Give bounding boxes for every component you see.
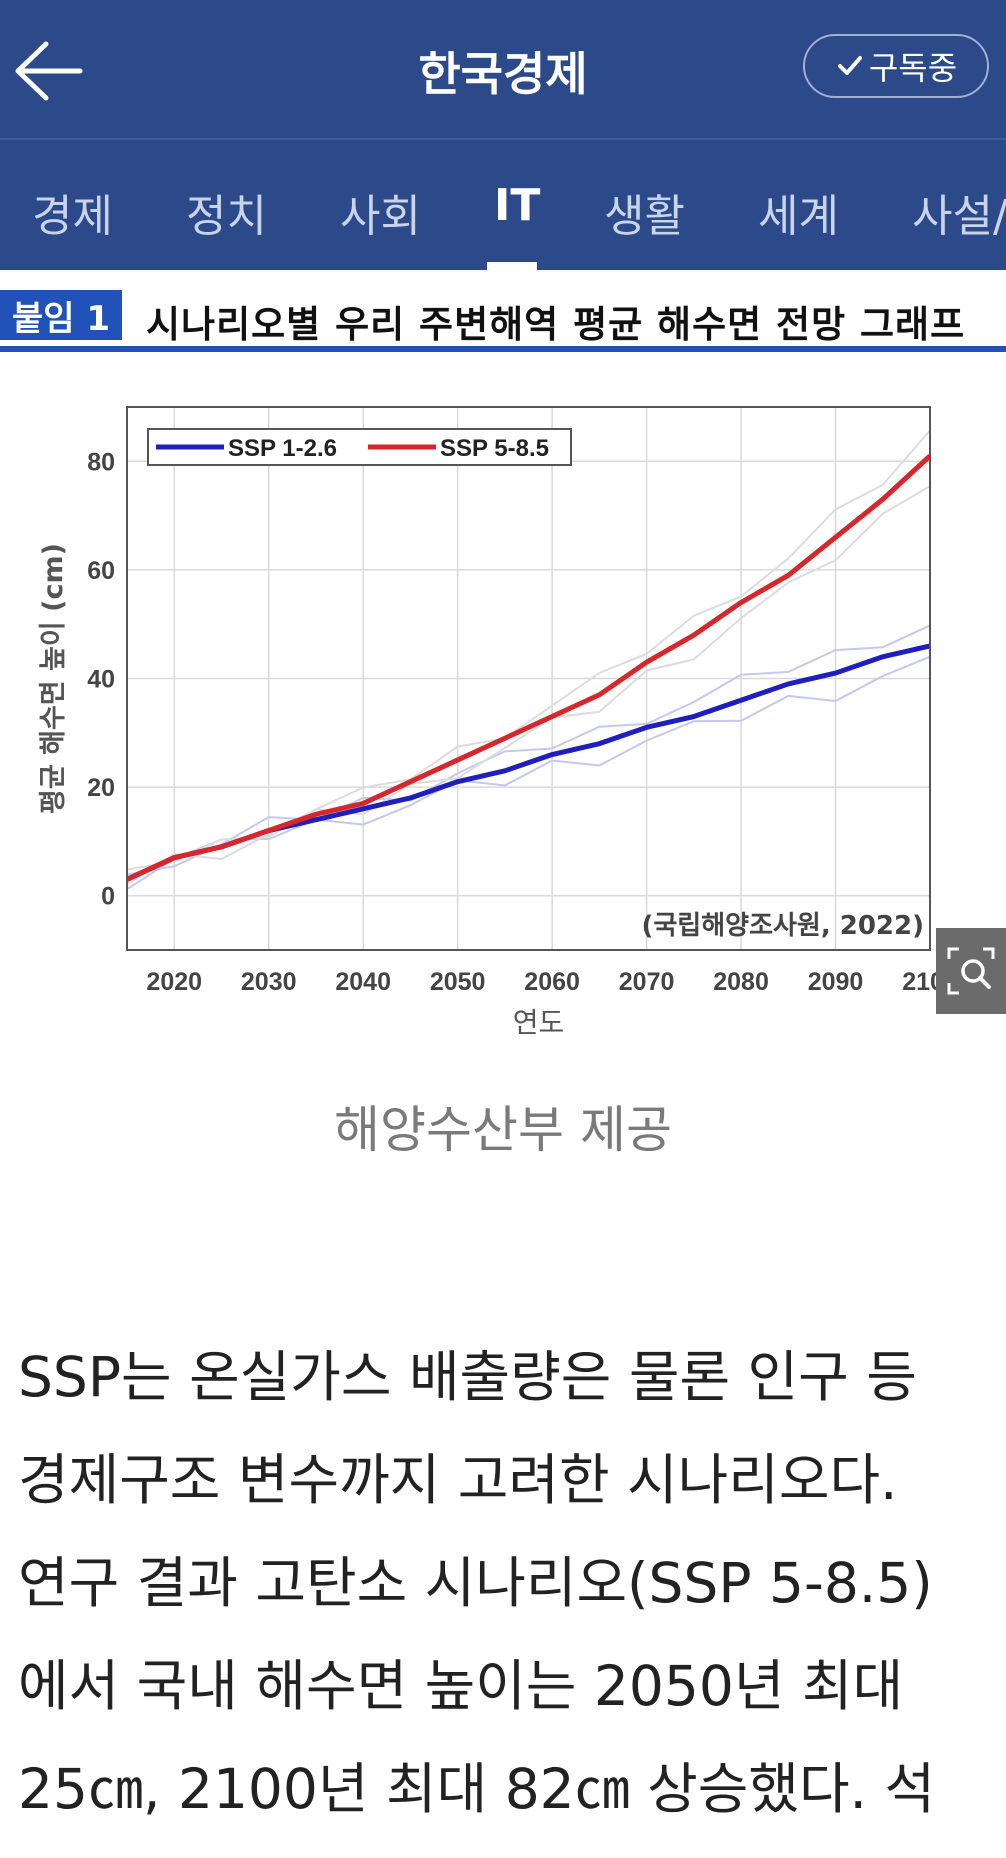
y-tick-label: 0 (101, 883, 115, 911)
sea-level-chart: 2020 2030 2040 2050 2060 2070 2080 2090 21000204… (38, 406, 958, 1039)
ensemble-line (126, 624, 931, 876)
tab-world[interactable]: 세계 (758, 191, 839, 242)
subscribe-button[interactable]: 구독중 (803, 34, 989, 98)
figure-title: 시나리오별 우리 주변해역 평균 해수면 전망 그래프 (146, 303, 966, 346)
tab-life[interactable]: 생활 (604, 191, 685, 242)
article-line: 경제구조 변수까지 고려한 시나리오다. (18, 1448, 898, 1512)
y-tick-label: 40 (87, 666, 115, 694)
y-axis-label: 평균 해수면 높이 (cm) (38, 543, 69, 814)
x-tick-label: 2020 (146, 968, 202, 996)
figure-tag: 붙임 1 (0, 290, 122, 340)
x-axis-label: 연도 (513, 1006, 565, 1039)
legend-label-ssp126: SSP 1-2.6 (228, 435, 337, 462)
back-arrow-icon (15, 41, 83, 101)
image-zoom-button[interactable] (936, 928, 1006, 1014)
tab-it[interactable]: IT (494, 180, 541, 231)
article-image[interactable]: 2020 2030 2040 2050 2060 2070 2080 2090 2100 0 20 4… (0, 350, 1006, 1050)
plot-frame (126, 406, 931, 951)
x-tick-label: 2080 (713, 968, 769, 996)
article-line: SSP는 온실가스 배출량은 물론 인구 등 (18, 1345, 917, 1409)
tab-politics[interactable]: 정치 (186, 191, 267, 242)
check-icon (837, 56, 862, 75)
back-button[interactable] (10, 30, 90, 110)
article-body: SSP는 온실가스 배출량은 물론 인구 등 경제구조 변수까지 고려한 시나리… (18, 1326, 1006, 1841)
x-tick-label: 2040 (335, 968, 391, 996)
series-line-ssp585 (125, 454, 932, 882)
x-tick-label: 2050 (430, 968, 486, 996)
x-tick-label: 2030 (241, 968, 297, 996)
x-tick-label: 2090 (808, 968, 864, 996)
subscribe-label: 구독중 (868, 49, 958, 87)
y-tick-label: 20 (87, 774, 115, 802)
tab-economy[interactable]: 경제 (32, 191, 113, 242)
active-tab-indicator (487, 262, 537, 270)
ensemble-line (126, 429, 931, 871)
article-line: 25㎝, 2100년 최대 82㎝ 상승했다. 석 (18, 1757, 936, 1821)
article-line: 연구 결과 고탄소 시나리오(SSP 5-8.5) (18, 1551, 933, 1615)
image-caption: 해양수산부 제공 (334, 1101, 672, 1159)
y-tick-label: 80 (87, 448, 115, 476)
y-tick-label: 60 (87, 557, 115, 585)
figure-banner: 붙임 1 시나리오별 우리 주변해역 평균 해수면 전망 그래프 (0, 286, 1006, 352)
legend-label-ssp585: SSP 5-8.5 (440, 435, 549, 462)
x-tick-label: 2060 (524, 968, 580, 996)
tab-society[interactable]: 사회 (340, 191, 421, 242)
page-title: 한국경제 (418, 47, 588, 101)
magnify-icon (947, 947, 995, 995)
category-tabs: 경제 정치 사회 IT 생활 세계 사설/ (0, 140, 1006, 270)
source-annotation: (국립해양조사원, 2022) (642, 911, 925, 941)
article-line: 에서 국내 해수면 높이는 2050년 최대 (18, 1654, 904, 1718)
app-header: 한국경제 구독중 (0, 0, 1006, 140)
x-tick-label: 2070 (619, 968, 675, 996)
ensemble-line (126, 485, 931, 886)
tab-editorial[interactable]: 사설/ (912, 191, 1006, 242)
